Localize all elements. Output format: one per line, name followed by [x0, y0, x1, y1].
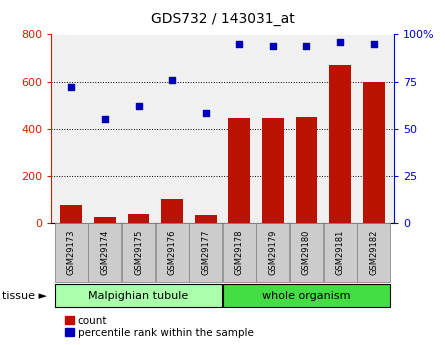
Bar [94, 217, 116, 223]
Point [303, 43, 310, 49]
Bar [262, 118, 284, 223]
Point [135, 103, 142, 109]
Point [370, 41, 377, 47]
FancyBboxPatch shape [256, 223, 289, 282]
Text: Malpighian tubule: Malpighian tubule [89, 291, 189, 301]
Bar [161, 199, 183, 223]
Text: GSM29182: GSM29182 [369, 230, 378, 275]
Text: GSM29175: GSM29175 [134, 230, 143, 275]
Bar [295, 117, 317, 223]
Text: GSM29178: GSM29178 [235, 230, 244, 275]
Text: GSM29176: GSM29176 [168, 230, 177, 275]
Text: GSM29177: GSM29177 [201, 230, 210, 275]
Point [202, 111, 209, 116]
FancyBboxPatch shape [357, 223, 390, 282]
FancyBboxPatch shape [122, 223, 155, 282]
Point [269, 43, 276, 49]
Text: whole organism: whole organism [262, 291, 351, 301]
FancyBboxPatch shape [290, 223, 323, 282]
FancyBboxPatch shape [223, 284, 390, 307]
FancyBboxPatch shape [156, 223, 189, 282]
FancyBboxPatch shape [223, 223, 256, 282]
Text: GSM29174: GSM29174 [101, 230, 109, 275]
Point [336, 39, 344, 45]
Bar [228, 118, 250, 223]
Point [169, 77, 176, 82]
Bar [195, 216, 217, 223]
Text: GSM29181: GSM29181 [336, 230, 344, 275]
Point [68, 85, 75, 90]
FancyBboxPatch shape [55, 223, 88, 282]
Text: GSM29173: GSM29173 [67, 230, 76, 275]
Bar [329, 65, 351, 223]
FancyBboxPatch shape [55, 284, 222, 307]
Point [101, 116, 109, 122]
Bar [128, 214, 150, 223]
Text: GSM29180: GSM29180 [302, 230, 311, 275]
Point [236, 41, 243, 47]
FancyBboxPatch shape [89, 223, 121, 282]
Text: tissue ►: tissue ► [2, 291, 47, 301]
Bar [61, 205, 82, 223]
FancyBboxPatch shape [189, 223, 222, 282]
Text: GDS732 / 143031_at: GDS732 / 143031_at [150, 12, 295, 26]
FancyBboxPatch shape [324, 223, 356, 282]
Legend: count, percentile rank within the sample: count, percentile rank within the sample [65, 316, 254, 338]
Bar [363, 81, 384, 223]
Text: GSM29179: GSM29179 [268, 230, 277, 275]
